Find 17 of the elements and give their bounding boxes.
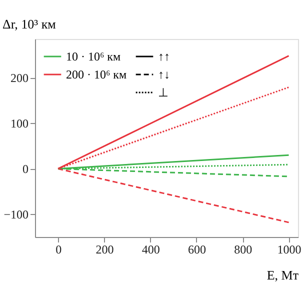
y-tick-label: 0: [22, 162, 28, 176]
y-tick-label: 100: [10, 116, 28, 131]
x-axis-title: E, Мт: [266, 268, 299, 282]
x-tick-label: 400: [142, 242, 160, 256]
legend-label: 10 · 10⁶ км: [66, 50, 122, 64]
x-tick-label: 600: [188, 242, 206, 256]
x-tick-label: 200: [96, 242, 114, 256]
annotation: ⊥: [158, 86, 168, 100]
y-tick-label: 200: [10, 71, 28, 86]
annotation: ↑↓: [158, 68, 170, 82]
x-tick-label: 0: [56, 242, 62, 256]
y-tick-label: −100: [4, 208, 28, 222]
annotation: ↑↑: [158, 50, 170, 64]
x-tick-label: 1000: [277, 242, 302, 256]
x-tick-label: 800: [234, 242, 252, 256]
y-axis-title: Δr, 10³ км: [2, 16, 56, 32]
legend-label: 200 · 10⁶ км: [66, 68, 128, 82]
